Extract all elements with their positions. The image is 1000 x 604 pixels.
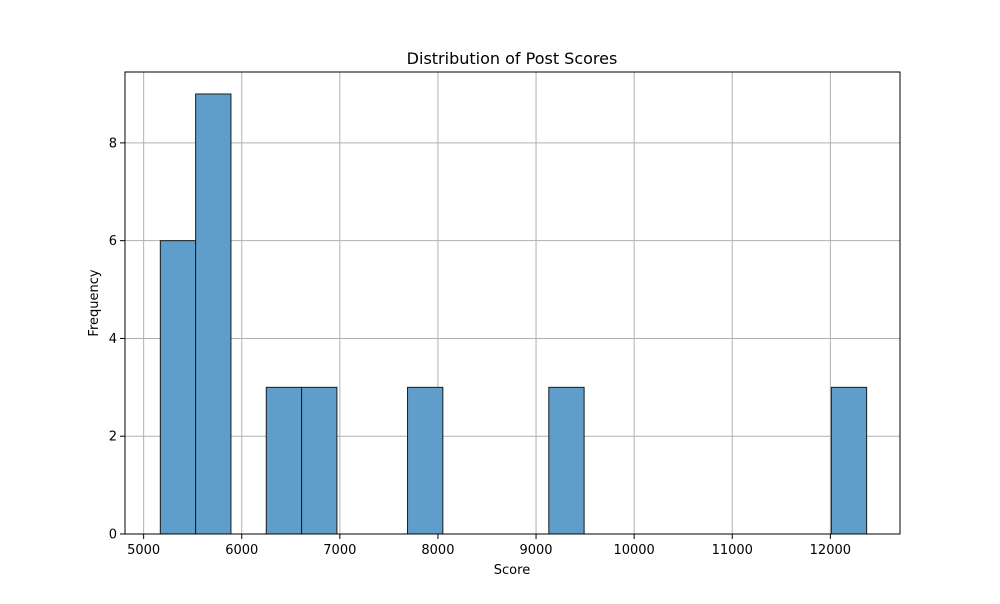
y-tick-label: 8 [109,136,117,151]
x-tick-label: 5000 [127,543,160,558]
x-tick-label: 12000 [810,543,851,558]
histogram-bars [159,93,868,535]
y-tick-label: 6 [109,234,117,249]
histogram-bar [830,386,868,535]
histogram-bar [548,386,585,535]
histogram-bar [407,386,444,535]
histogram-bar [301,386,338,535]
axes-frame [124,71,901,535]
y-tick-label: 2 [109,430,117,445]
x-axis-ticks: 5000 6000 7000 8000 9000 10000 11000 12000 [127,534,851,558]
x-tick-label: 8000 [421,543,454,558]
x-tick-label: 7000 [323,543,356,558]
x-tick-label: 11000 [712,543,753,558]
x-tick-label: 6000 [225,543,258,558]
y-axis-label: Frequency [87,269,102,336]
histogram-bar [265,386,303,535]
y-tick-label: 0 [109,528,117,543]
y-axis-ticks: 0 2 4 6 8 [109,136,125,543]
x-tick-label: 9000 [519,543,552,558]
histogram-bar [195,93,232,535]
x-tick-label: 10000 [613,543,654,558]
histogram-bar [159,240,197,535]
x-axis-label: Score [494,563,530,578]
chart-title: Distribution of Post Scores [407,49,618,68]
y-tick-label: 4 [109,332,117,347]
grid-lines [125,72,900,535]
